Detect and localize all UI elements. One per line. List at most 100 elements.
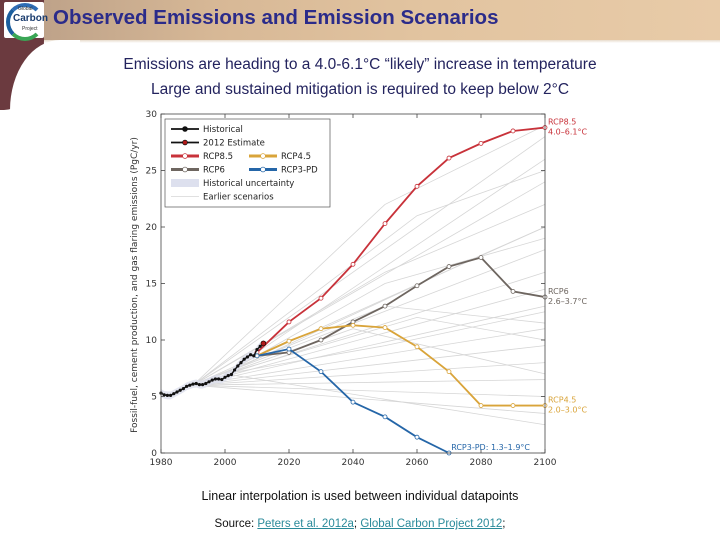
- source-link-gcp[interactable]: Global Carbon Project 2012: [360, 518, 503, 530]
- legend-label-rcp45: RCP4.5: [281, 152, 311, 162]
- historical-point: [220, 377, 224, 382]
- legend-swatch-uncertainty: [171, 179, 199, 187]
- earlier-scenario-line: [192, 384, 546, 414]
- y-axis-label: Fossil-fuel, cement production, and gas …: [130, 137, 140, 433]
- earlier-scenario-line: [192, 124, 546, 386]
- legend-marker-rcp6: [182, 166, 188, 173]
- legend-label-historical: Historical: [203, 125, 243, 135]
- historical-point: [204, 381, 208, 386]
- end-label-rcp85: RCP8.5: [548, 118, 576, 127]
- series-rcp45: [254, 322, 548, 408]
- x-tick-label: 2100: [534, 458, 557, 468]
- earlier-scenario-line: [192, 345, 546, 386]
- rcp6-point: [510, 289, 516, 294]
- earlier-scenario-line: [192, 305, 546, 386]
- rcp6-line: [256, 256, 546, 357]
- logo-text-carbon: Carbon: [13, 13, 48, 24]
- source-suffix: ;: [502, 518, 506, 530]
- earlier-scenario-line: [224, 328, 546, 375]
- y-tick-label: 20: [146, 223, 158, 233]
- end-label-rcp6: RCP6: [548, 287, 569, 296]
- rcp3pd-point: [414, 434, 420, 440]
- historical-point: [255, 348, 259, 352]
- end-label-rcp3pd: RCP3-PD: 1.3–1.9°C: [451, 443, 530, 452]
- legend-label-estimate: 2012 Estimate: [203, 139, 265, 149]
- historical-point: [245, 355, 249, 359]
- historical-point: [201, 383, 205, 387]
- rcp45-point: [350, 322, 356, 328]
- earlier-scenario-line: [192, 362, 546, 386]
- historical-point: [172, 392, 176, 396]
- source-link-peters[interactable]: Peters et al. 2012a: [257, 518, 354, 530]
- rcp45-point: [510, 403, 516, 408]
- source-prefix: Source:: [214, 518, 258, 530]
- x-tick-label: 2060: [406, 458, 429, 468]
- historical-point: [162, 393, 166, 397]
- rcp45-point: [382, 325, 388, 330]
- rcp6-point: [478, 255, 484, 260]
- y-tick-label: 10: [146, 336, 158, 346]
- x-tick-label: 1980: [150, 458, 173, 468]
- y-tick-label: 5: [151, 393, 157, 403]
- header-band: [0, 0, 720, 43]
- legend-label-rcp6: RCP6: [203, 166, 225, 176]
- rcp45-point: [286, 338, 292, 344]
- historical-point: [233, 368, 237, 372]
- historical-point: [210, 378, 214, 382]
- x-tick-label: 2080: [470, 458, 493, 468]
- historical-point: [258, 344, 262, 348]
- end-label-rcp45: 2.0–3.0°C: [548, 406, 587, 415]
- historical-point: [188, 383, 192, 387]
- historical-point: [197, 383, 201, 387]
- logo-text-global: Global: [18, 6, 33, 12]
- earlier-scenario-line: [192, 136, 546, 386]
- legend-box: [164, 118, 331, 208]
- historical-series: [159, 344, 262, 397]
- earlier-scenario-line: [192, 249, 546, 386]
- legend-label-uncertainty: Historical uncertainty: [203, 179, 294, 189]
- slide-title: Observed Emissions and Emission Scenario…: [53, 6, 499, 29]
- x-tick-label: 2000: [214, 458, 237, 468]
- rcp85-point: [286, 319, 292, 325]
- end-label-rcp45: RCP4.5: [548, 396, 576, 405]
- earlier-scenario-line: [224, 237, 546, 375]
- rcp3pd-point: [350, 399, 356, 405]
- estimate-2012-point: [260, 340, 267, 347]
- end-label-rcp6: 2.6–3.7°C: [548, 297, 587, 306]
- historical-point: [169, 393, 173, 397]
- x-tick-label: 2020: [278, 458, 301, 468]
- rcp85-point: [318, 295, 324, 301]
- rcp6-point: [446, 264, 452, 269]
- legend-marker-rcp85: [182, 153, 188, 159]
- source-line: Source: Peters et al. 2012a; Global Carb…: [0, 518, 720, 530]
- historical-point: [165, 393, 169, 397]
- historical-point: [178, 388, 182, 392]
- y-tick-label: 25: [146, 167, 157, 177]
- rcp45-line: [256, 324, 545, 407]
- legend-label-earlier: Earlier scenarios: [203, 193, 274, 203]
- rcp3pd-point: [382, 414, 388, 420]
- historical-point: [185, 384, 189, 388]
- rcp3pd-point: [318, 369, 324, 375]
- y-tick-label: 30: [146, 110, 158, 120]
- earlier-scenario-line: [192, 328, 546, 386]
- historical-point: [175, 390, 179, 394]
- rcp3pd-point: [286, 346, 292, 352]
- subtitle-line-2: Large and sustained mitigation is requir…: [150, 81, 570, 98]
- historical-point: [207, 380, 211, 384]
- legend-label-rcp85: RCP8.5: [203, 152, 233, 162]
- rcp6-point: [414, 283, 420, 289]
- global-carbon-project-logo: Global Carbon Project: [4, 2, 48, 41]
- earlier-scenario-line: [192, 384, 546, 397]
- rcp85-point: [478, 140, 484, 146]
- logo-text-project: Project: [22, 26, 38, 32]
- legend-marker-estimate: [182, 139, 188, 146]
- rcp85-line: [256, 126, 546, 354]
- rcp85-point: [350, 261, 356, 267]
- subtitle-line-1: Emissions are heading to a 4.0-6.1°C “li…: [123, 56, 597, 73]
- x-tick-label: 2040: [342, 458, 365, 468]
- rcp45-point: [318, 326, 324, 332]
- logo-ring-icon: [6, 3, 44, 41]
- historical-point: [194, 381, 198, 386]
